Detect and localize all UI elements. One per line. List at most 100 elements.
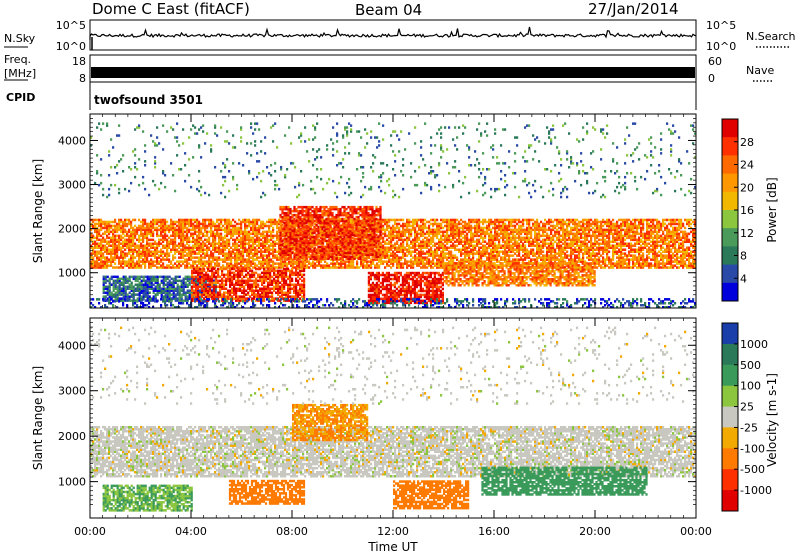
data-cell bbox=[484, 254, 487, 257]
data-cell bbox=[234, 262, 237, 265]
data-cell bbox=[154, 254, 157, 257]
data-cell bbox=[240, 242, 243, 245]
data-cell bbox=[276, 254, 279, 257]
data-cell bbox=[112, 236, 115, 240]
data-cell bbox=[108, 224, 111, 228]
data-cell bbox=[406, 264, 409, 267]
data-cell bbox=[422, 264, 425, 267]
data-cell bbox=[434, 222, 437, 226]
data-cell bbox=[414, 240, 417, 243]
data-cell bbox=[138, 262, 141, 265]
data-cell bbox=[270, 248, 273, 251]
data-cell bbox=[324, 266, 327, 269]
data-cell bbox=[102, 252, 105, 255]
data-cell bbox=[266, 236, 269, 240]
data-cell bbox=[226, 242, 229, 245]
data-cell bbox=[298, 262, 301, 265]
data-cell bbox=[228, 244, 231, 247]
data-cell bbox=[214, 248, 217, 251]
data-cell bbox=[486, 242, 489, 245]
data-cell bbox=[96, 242, 99, 245]
data-cell bbox=[114, 258, 117, 261]
data-cell bbox=[458, 230, 461, 234]
data-cell bbox=[416, 258, 419, 261]
data-cell bbox=[482, 236, 485, 240]
data-cell bbox=[396, 248, 399, 251]
data-cell bbox=[244, 248, 247, 251]
data-cell bbox=[100, 260, 103, 263]
data-cell bbox=[182, 242, 185, 245]
data-cell bbox=[496, 244, 499, 247]
data-cell bbox=[440, 236, 443, 240]
data-cell bbox=[472, 218, 475, 222]
data-cell bbox=[454, 246, 457, 249]
data-cell bbox=[596, 266, 599, 269]
data-cell bbox=[532, 218, 535, 222]
data-cell bbox=[246, 262, 249, 265]
data-cell bbox=[418, 242, 421, 245]
data-cell bbox=[210, 228, 213, 232]
data-cell bbox=[174, 238, 177, 242]
data-cell bbox=[392, 260, 395, 263]
data-cell bbox=[100, 220, 103, 224]
data-cell bbox=[484, 220, 487, 224]
data-cell bbox=[104, 256, 107, 259]
data-cell bbox=[386, 260, 389, 263]
data-cell bbox=[116, 244, 119, 247]
data-cell bbox=[466, 250, 469, 253]
data-cell bbox=[448, 228, 451, 232]
data-cell bbox=[224, 254, 227, 257]
data-cell bbox=[266, 230, 269, 234]
data-cell bbox=[156, 246, 159, 249]
data-cell bbox=[338, 242, 341, 245]
data-cell bbox=[144, 252, 147, 255]
data-cell bbox=[138, 254, 141, 257]
data-cell bbox=[214, 246, 217, 249]
data-cell bbox=[522, 242, 525, 245]
data-cell bbox=[94, 252, 97, 255]
data-cell bbox=[612, 244, 615, 247]
data-cell bbox=[144, 256, 147, 259]
data-cell bbox=[252, 266, 255, 269]
data-cell bbox=[398, 246, 401, 249]
data-cell bbox=[480, 226, 483, 230]
data-cell bbox=[108, 252, 111, 255]
data-cell bbox=[340, 232, 343, 236]
data-cell bbox=[618, 248, 621, 251]
data-cell bbox=[90, 228, 93, 232]
data-cell bbox=[146, 258, 149, 261]
data-cell bbox=[200, 244, 203, 247]
data-cell bbox=[594, 228, 597, 232]
data-cell bbox=[328, 264, 331, 267]
data-cell bbox=[264, 254, 267, 257]
data-cell bbox=[414, 238, 417, 242]
data-cell bbox=[228, 264, 231, 267]
data-cell bbox=[552, 242, 555, 245]
data-cell bbox=[162, 240, 165, 243]
data-cell bbox=[102, 226, 105, 230]
data-cell bbox=[250, 240, 253, 243]
data-cell bbox=[230, 234, 233, 238]
data-cell bbox=[228, 262, 231, 265]
data-cell bbox=[208, 242, 211, 245]
data-cell bbox=[464, 258, 467, 261]
data-cell bbox=[400, 236, 403, 240]
data-cell bbox=[458, 264, 461, 267]
data-cell bbox=[106, 248, 109, 251]
data-cell bbox=[492, 220, 495, 224]
data-cell bbox=[208, 236, 211, 240]
data-cell bbox=[178, 218, 181, 222]
data-cell bbox=[480, 228, 483, 232]
data-cell bbox=[388, 264, 391, 267]
data-cell bbox=[422, 240, 425, 243]
data-cell bbox=[438, 232, 441, 236]
data-cell bbox=[230, 260, 233, 263]
data-cell bbox=[232, 238, 235, 242]
data-cell bbox=[248, 260, 251, 263]
data-cell bbox=[596, 240, 599, 243]
data-cell bbox=[386, 238, 389, 242]
data-cell bbox=[386, 242, 389, 245]
data-cell bbox=[176, 244, 179, 247]
data-cell bbox=[246, 260, 249, 263]
data-cell bbox=[482, 246, 485, 249]
